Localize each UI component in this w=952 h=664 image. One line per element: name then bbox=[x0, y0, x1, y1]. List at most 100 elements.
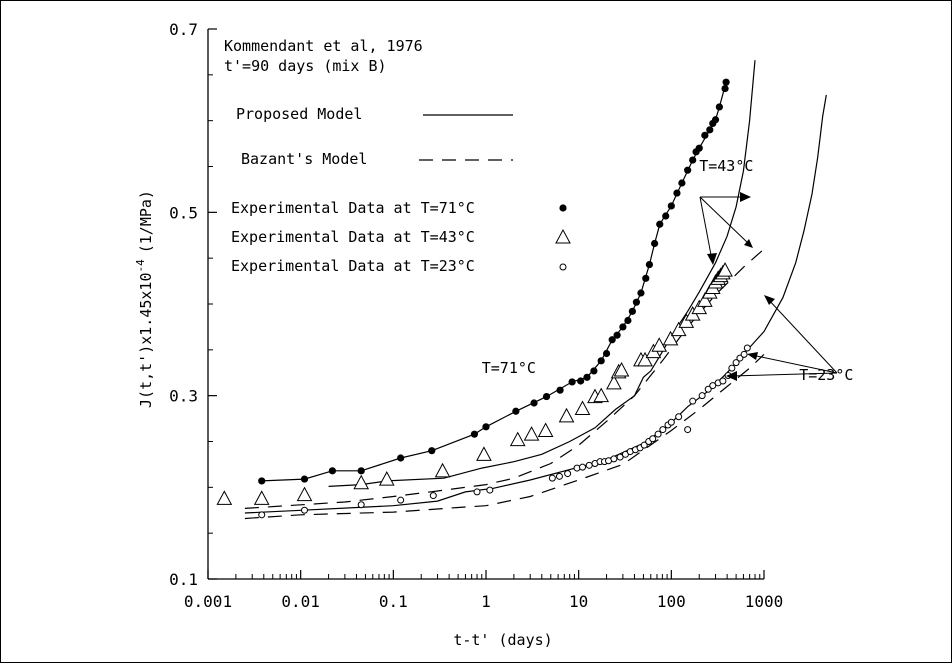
x-tick-label: 0.1 bbox=[379, 592, 408, 611]
data-point-71c bbox=[715, 103, 723, 111]
data-point-71c bbox=[602, 349, 611, 358]
x-ticks: 0.001 0.01 0.1 1 10 100 1000 bbox=[184, 570, 783, 611]
data-point-23c bbox=[728, 364, 736, 372]
data-point-71c bbox=[722, 78, 730, 86]
data-point-23c bbox=[301, 506, 309, 514]
legend-marker-open-triangle bbox=[555, 228, 571, 244]
data-point-43c bbox=[613, 361, 630, 377]
data-point-43c bbox=[253, 490, 270, 505]
data-point-43c bbox=[651, 337, 668, 352]
data-point-43c bbox=[378, 471, 395, 486]
annotation-arrows bbox=[699, 192, 838, 381]
data-point-71c bbox=[721, 84, 729, 93]
data-point-23c bbox=[486, 486, 494, 494]
legend-label-23c: Experimental Data at T=23°C bbox=[231, 257, 475, 275]
legend: Proposed Model Bazant's Model Experiment… bbox=[231, 105, 571, 275]
arrowhead bbox=[707, 253, 717, 265]
legend-label-proposed-model: Proposed Model bbox=[236, 105, 362, 123]
data-point-71c bbox=[656, 220, 664, 228]
data-point-23c bbox=[684, 426, 692, 434]
data-point-43c bbox=[697, 292, 713, 307]
x-tick-label: 0.01 bbox=[281, 592, 320, 611]
data-point-71c bbox=[689, 156, 697, 164]
y-tick-label: 0.1 bbox=[169, 570, 198, 589]
data-point-43c bbox=[296, 486, 313, 502]
data-point-43c bbox=[509, 431, 526, 447]
data-point-71c bbox=[590, 367, 598, 375]
series-line-proposed-model-t-23-c bbox=[244, 94, 827, 514]
data-point-43c bbox=[434, 462, 451, 478]
data-point-71c bbox=[695, 144, 703, 152]
data-point-23c bbox=[704, 385, 712, 393]
arrow-43c-to-bazant bbox=[699, 196, 750, 245]
y-axis-label-unit: (1/MPa) bbox=[137, 190, 155, 253]
series-line-proposed-model-t-71-c bbox=[261, 82, 727, 482]
data-point-71c bbox=[667, 202, 675, 210]
data-point-23c bbox=[698, 392, 706, 400]
model-lines bbox=[244, 60, 827, 520]
data-point-23c bbox=[689, 397, 697, 405]
data-point-71c bbox=[678, 179, 686, 187]
data-point-71c bbox=[701, 131, 709, 139]
data-point-71c bbox=[608, 336, 616, 344]
arrowhead bbox=[744, 239, 753, 248]
legend-label-43c: Experimental Data at T=43°C bbox=[231, 228, 475, 246]
data-point-43c bbox=[537, 422, 554, 437]
arrowhead bbox=[740, 192, 751, 202]
data-point-23c bbox=[579, 463, 587, 471]
data-point-71c bbox=[624, 316, 632, 325]
x-tick-label: 0.001 bbox=[184, 592, 232, 611]
data-point-71c bbox=[556, 386, 564, 394]
data-point-71c bbox=[662, 212, 670, 220]
x-tick-label: 10 bbox=[569, 592, 588, 611]
data-markers bbox=[216, 78, 751, 519]
data-point-71c bbox=[673, 189, 681, 197]
data-point-43c bbox=[593, 387, 610, 403]
data-point-43c bbox=[523, 426, 540, 441]
legend-label-71c: Experimental Data at T=71°C bbox=[231, 199, 475, 217]
arrow-23c-to-data bbox=[751, 354, 838, 374]
data-point-23c bbox=[573, 464, 581, 472]
data-point-71c bbox=[651, 239, 659, 248]
source-title: Kommendant et al, 1976 bbox=[224, 37, 423, 55]
data-point-43c bbox=[717, 262, 733, 277]
data-point-23c bbox=[616, 453, 624, 461]
data-point-23c bbox=[548, 474, 556, 482]
legend-marker-filled-circle bbox=[559, 204, 567, 212]
data-point-71c bbox=[258, 477, 266, 485]
data-point-43c bbox=[662, 330, 679, 346]
data-point-23c bbox=[732, 359, 740, 367]
data-point-23c bbox=[555, 472, 563, 480]
data-point-43c bbox=[353, 474, 370, 490]
data-point-71c bbox=[428, 447, 436, 455]
data-point-71c bbox=[577, 377, 585, 385]
data-point-71c bbox=[706, 126, 714, 134]
arrowhead bbox=[726, 371, 737, 381]
data-point-23c bbox=[709, 382, 717, 390]
data-point-23c bbox=[429, 492, 437, 500]
arrow-23c-to-proposed bbox=[766, 297, 838, 374]
data-point-71c bbox=[482, 423, 490, 431]
data-point-71c bbox=[530, 399, 538, 407]
data-point-23c bbox=[675, 413, 683, 421]
arrowhead bbox=[764, 295, 775, 305]
source-subtitle: t'=90 days (mix B) bbox=[224, 57, 387, 75]
data-point-71c bbox=[597, 357, 605, 365]
data-point-71c bbox=[568, 378, 576, 386]
data-point-23c bbox=[659, 426, 667, 434]
data-point-71c bbox=[583, 373, 591, 381]
data-point-23c bbox=[610, 455, 618, 463]
data-point-23c bbox=[640, 441, 648, 449]
series-line-bazant-s-model-t-43-c bbox=[244, 248, 765, 509]
data-point-23c bbox=[649, 435, 657, 443]
data-point-23c bbox=[473, 488, 481, 496]
data-point-71c bbox=[642, 274, 650, 282]
data-point-71c bbox=[470, 430, 479, 438]
y-tick-label: 0.7 bbox=[169, 20, 198, 39]
data-point-71c bbox=[397, 454, 405, 462]
y-axis-label-exponent: -4 bbox=[134, 259, 147, 273]
data-point-71c bbox=[357, 467, 365, 475]
x-tick-label: 1 bbox=[481, 592, 491, 611]
